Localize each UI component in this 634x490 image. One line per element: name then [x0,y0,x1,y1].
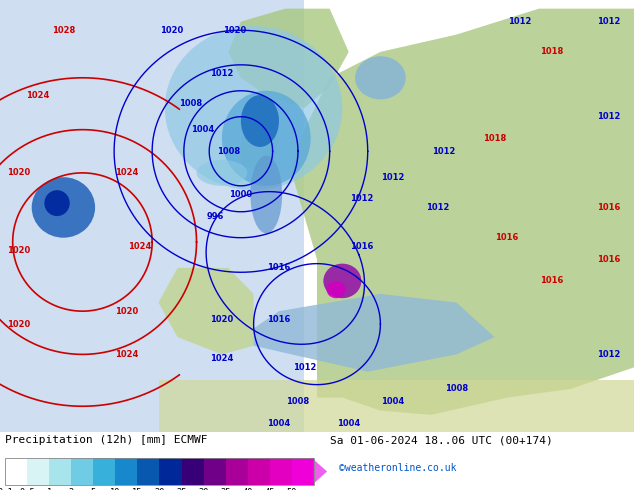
Bar [115,458,138,486]
Text: 35: 35 [221,488,231,490]
Text: 1012: 1012 [432,147,455,156]
Text: 1016: 1016 [496,233,519,242]
Ellipse shape [250,156,282,233]
Polygon shape [292,9,634,415]
Text: 1012: 1012 [426,203,449,212]
Text: 25: 25 [176,488,187,490]
Text: 45: 45 [264,488,275,490]
Text: 1012: 1012 [382,172,404,182]
Text: 20: 20 [154,488,165,490]
Text: 1004: 1004 [382,397,404,406]
Text: 1024: 1024 [27,91,49,99]
Bar [49,458,71,486]
Text: 1008: 1008 [287,397,309,406]
Text: 1012: 1012 [597,350,620,359]
Text: 1020: 1020 [115,307,138,316]
Text: 1016: 1016 [268,264,290,272]
Bar [93,458,115,486]
Bar [138,458,160,486]
Text: 1012: 1012 [350,195,373,203]
Text: 10: 10 [110,488,120,490]
Text: 1018: 1018 [483,134,506,143]
Text: 1024: 1024 [115,350,138,359]
Text: 15: 15 [132,488,143,490]
Text: Sa 01-06-2024 18..06 UTC (00+174): Sa 01-06-2024 18..06 UTC (00+174) [330,435,552,445]
Bar [0,0,304,432]
Text: 1018: 1018 [540,48,563,56]
Ellipse shape [323,264,361,298]
Text: 1016: 1016 [268,315,290,324]
Text: 1020: 1020 [160,26,183,35]
Text: 1004: 1004 [191,125,214,134]
Bar [204,458,226,486]
Ellipse shape [44,190,70,216]
Text: 1020: 1020 [8,169,30,177]
Text: ©weatheronline.co.uk: ©weatheronline.co.uk [339,463,456,473]
Text: 1012: 1012 [597,17,620,26]
Bar [27,458,49,486]
Bar [158,380,634,432]
Ellipse shape [165,26,342,190]
Polygon shape [241,121,279,173]
Text: 1012: 1012 [210,69,233,78]
Text: 5: 5 [91,488,96,490]
Text: 1004: 1004 [337,419,360,428]
Text: 1008: 1008 [179,99,202,108]
Text: 40: 40 [242,488,253,490]
Bar [5,458,314,486]
Ellipse shape [355,56,406,99]
Text: 1016: 1016 [597,203,620,212]
Text: 1016: 1016 [350,242,373,251]
Bar [226,458,248,486]
Ellipse shape [241,95,279,147]
Ellipse shape [222,91,311,186]
Text: 1024: 1024 [115,169,138,177]
Ellipse shape [197,160,247,186]
Bar [292,458,314,486]
Bar [248,458,269,486]
Text: 1020: 1020 [8,319,30,329]
Ellipse shape [32,177,95,238]
Text: 50: 50 [287,488,297,490]
Bar [160,458,181,486]
Text: 1028: 1028 [52,26,75,35]
Text: 1012: 1012 [597,112,620,121]
Bar [71,458,93,486]
Text: 1000: 1000 [230,190,252,199]
Text: 1024: 1024 [210,354,233,363]
Text: 2: 2 [68,488,74,490]
Bar [269,458,292,486]
Text: 1004: 1004 [268,419,290,428]
Text: 30: 30 [198,488,209,490]
Text: 1: 1 [46,488,52,490]
Text: Precipitation (12h) [mm] ECMWF: Precipitation (12h) [mm] ECMWF [5,435,207,445]
Bar [5,458,27,486]
Text: 0.1: 0.1 [0,488,13,490]
Text: 1008: 1008 [217,147,240,156]
Polygon shape [228,9,349,108]
Polygon shape [254,294,495,372]
Text: 1020: 1020 [223,26,246,35]
Text: 1012: 1012 [293,363,316,372]
Text: 996: 996 [207,212,224,220]
Text: 1020: 1020 [8,246,30,255]
Text: 0.5: 0.5 [19,488,35,490]
Bar [181,458,204,486]
Text: 1016: 1016 [597,255,620,264]
Polygon shape [158,268,254,354]
Ellipse shape [327,281,346,298]
FancyArrow shape [314,460,327,483]
Text: 1024: 1024 [128,242,151,251]
Text: 1012: 1012 [508,17,531,26]
Text: 1008: 1008 [445,385,468,393]
Text: 1016: 1016 [540,276,563,285]
Text: 1020: 1020 [210,315,233,324]
